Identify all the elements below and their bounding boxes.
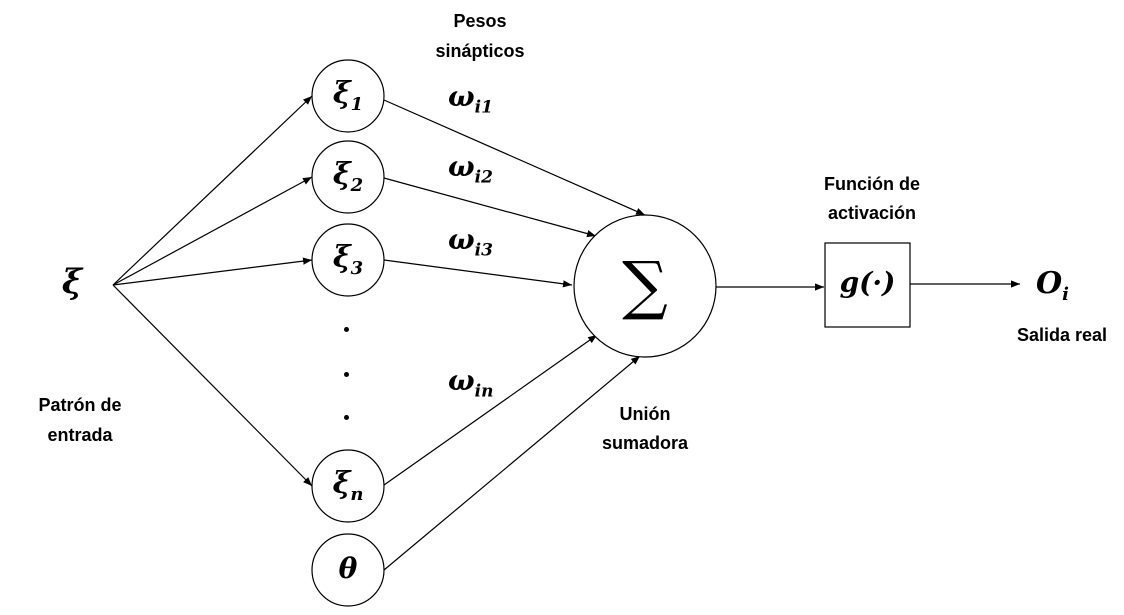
weight-label-n: ωin [448, 364, 518, 409]
input-arrow-2 [112, 176, 313, 286]
input-node-1-base: ξ [332, 76, 351, 111]
input-node-3-sub: 3 [350, 258, 364, 279]
input-node-2-base: ξ [332, 157, 351, 192]
summation-circle [573, 214, 717, 358]
input-node-n-sub: n [350, 484, 364, 505]
ellipsis-dot-1 [344, 327, 349, 332]
weights-caption-line1: Pesos [453, 11, 507, 31]
input-node-3-base: ξ [332, 240, 351, 275]
input-node-n-label: ξn [312, 466, 384, 513]
activation-caption-line2: activación [827, 203, 917, 223]
input-node-n-circle [311, 449, 385, 523]
input-symbol: ξ [61, 262, 83, 302]
input-node-2-label: ξ2 [312, 157, 384, 204]
input-arrow-3 [112, 257, 313, 286]
weight-label-1-base: ω [448, 80, 475, 113]
weight-label-3-sub: i3 [474, 240, 493, 261]
weight-arrow-n [383, 334, 598, 486]
input-caption-line1: Patrón de [38, 395, 122, 415]
input-node-2-circle [311, 140, 385, 214]
bias-node-label: θ [338, 552, 358, 585]
input-arrow-n [112, 284, 313, 487]
weight-label-3: ωi3 [448, 223, 518, 268]
output-caption: Salida real [1016, 325, 1108, 345]
weight-label-2-sub: i2 [474, 167, 493, 188]
input-node-1-sub: 1 [350, 94, 364, 115]
output-label: Oi [1036, 266, 1096, 313]
input-caption-line2: entrada [47, 425, 113, 445]
weight-label-n-base: ω [448, 364, 475, 397]
input-node-2-sub: 2 [350, 175, 364, 196]
input-node-1-label: ξ1 [312, 76, 384, 123]
sum-caption-line1: Unión [619, 404, 671, 424]
weight-arrow-1 [383, 99, 646, 216]
output-label-sub: i [1062, 284, 1069, 305]
weight-arrow-3 [383, 259, 573, 288]
ellipsis-dot-3 [344, 415, 349, 420]
bias-node-circle [311, 533, 385, 607]
weight-label-1: ωi1 [448, 80, 518, 125]
weights-caption-line2: sinápticos [435, 41, 525, 61]
summation-symbol: ∑ [622, 249, 668, 323]
activation-function-label: g(·) [839, 266, 896, 299]
ellipsis-dot-2 [344, 372, 349, 377]
weight-label-3-base: ω [448, 223, 475, 256]
weight-label-1-sub: i1 [474, 97, 493, 118]
output-label-base: O [1036, 266, 1063, 301]
activation-caption-line1: Función de [824, 174, 920, 194]
input-node-1-circle [311, 59, 385, 133]
input-node-3-label: ξ3 [312, 240, 384, 287]
activation-box [824, 242, 911, 328]
input-node-n-base: ξ [332, 466, 351, 501]
input-arrow-1 [112, 95, 313, 286]
bias-arrow [383, 355, 641, 571]
weight-label-2: ωi2 [448, 150, 518, 195]
weight-arrow-2 [383, 177, 597, 238]
weight-label-n-sub: in [474, 381, 494, 402]
input-node-3-circle [311, 223, 385, 297]
sum-caption-line2: sumadora [601, 433, 689, 453]
weight-label-2-base: ω [448, 150, 475, 183]
